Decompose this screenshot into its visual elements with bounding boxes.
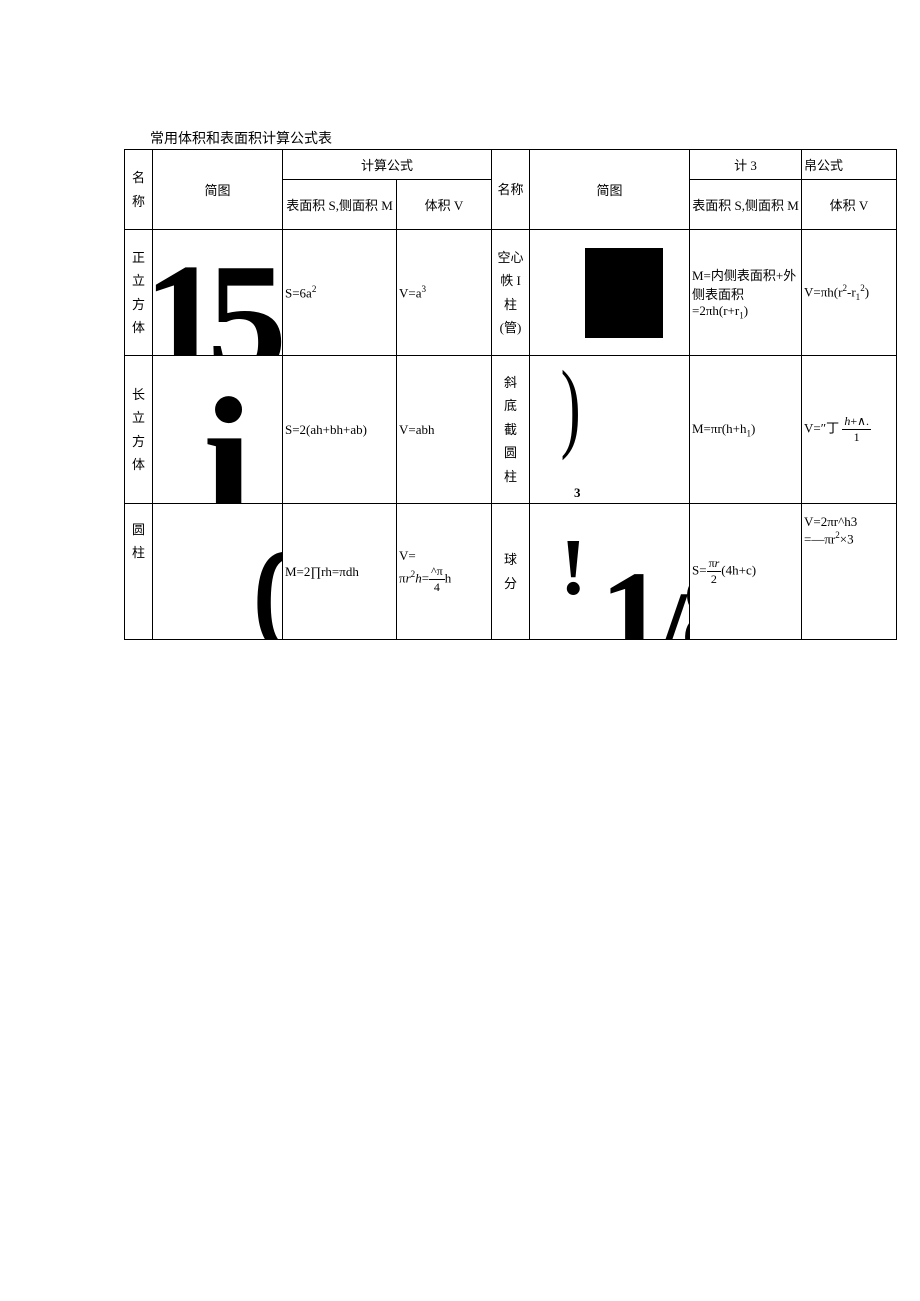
r2-right-diagram: ) 3	[530, 356, 690, 504]
r1-right-diagram	[530, 230, 690, 356]
r2-right-name-text: 斜底截圆柱	[494, 371, 527, 488]
hdr-left-volume: 体积 V	[397, 180, 492, 230]
glyph-paren: )	[561, 366, 581, 446]
hdr-right-formula-b: 帛公式	[802, 150, 897, 180]
r1-right-surface: M=内侧表面积+外侧表面积=2πh(r+r1)	[690, 230, 802, 356]
r1-left-name-text: 正立方体	[127, 246, 150, 340]
glyph-151: 151	[153, 255, 283, 356]
page-title: 常用体积和表面积计算公式表	[150, 128, 332, 148]
hdr-left-diagram: 简图	[153, 150, 283, 230]
r2-left-name-text: 长立方体	[127, 383, 150, 477]
r3-left-surface: M=2∏rh=πdh	[283, 504, 397, 640]
hdr-left-formula: 计算公式	[283, 150, 492, 180]
glyph-i: i	[203, 389, 253, 504]
formula-table: 名称 简图 计算公式 名称 简图 计 3 帛公式 表面积 S,侧面积 M 体积 …	[124, 149, 897, 640]
r2-left-diagram: i	[153, 356, 283, 504]
r1-left-name: 正立方体	[125, 230, 153, 356]
r3-left-name: 圆柱	[125, 504, 153, 640]
hdr-left-name-text: 名称	[127, 166, 150, 213]
glyph-excl: !	[560, 536, 587, 600]
hdr-right-formula-a: 计 3	[690, 150, 802, 180]
r1-left-volume: V=a3	[397, 230, 492, 356]
r1-right-name: 空心帙 I柱(管)	[492, 230, 530, 356]
r2-right-name: 斜底截圆柱	[492, 356, 530, 504]
r3-right-surface: S=πr2(4h+c)	[690, 504, 802, 640]
r3-left-diagram: C	[153, 504, 283, 640]
glyph-c: C	[253, 541, 282, 640]
r1-left-diagram: 151	[153, 230, 283, 356]
glyph-18i: 1/8I	[600, 565, 690, 640]
r2-left-surface: S=2(ah+bh+ab)	[283, 356, 397, 504]
hdr-right-name: 名称	[492, 150, 530, 230]
r2-right-volume: V=″丁 h+∧.1	[802, 356, 897, 504]
r3-left-name-text: 圆柱	[127, 518, 150, 565]
r2-left-volume: V=abh	[397, 356, 492, 504]
hdr-right-name-text: 名称	[494, 178, 527, 201]
r3-left-volume: V=πr2h=^π4h	[397, 504, 492, 640]
r1-right-name-text: 空心帙 I柱(管)	[494, 246, 527, 340]
r1-right-volume: V=πh(r2-r12)	[802, 230, 897, 356]
glyph-3: 3	[574, 485, 581, 501]
r3-right-diagram: ! 1/8I	[530, 504, 690, 640]
r1-left-surface: S=6a2	[283, 230, 397, 356]
r3-right-name-text: 球分	[494, 548, 527, 595]
hdr-right-surface: 表面积 S,侧面积 M	[690, 180, 802, 230]
glyph-black-rect	[585, 248, 663, 338]
hdr-right-diagram: 简图	[530, 150, 690, 230]
hdr-left-surface: 表面积 S,侧面积 M	[283, 180, 397, 230]
r2-right-surface: M=πr(h+h1)	[690, 356, 802, 504]
r3-right-volume: V=2πr^h3=—πr2×3	[802, 504, 897, 640]
hdr-right-volume: 体积 V	[802, 180, 897, 230]
r2-left-name: 长立方体	[125, 356, 153, 504]
r3-right-name: 球分	[492, 504, 530, 640]
hdr-left-name: 名称	[125, 150, 153, 230]
